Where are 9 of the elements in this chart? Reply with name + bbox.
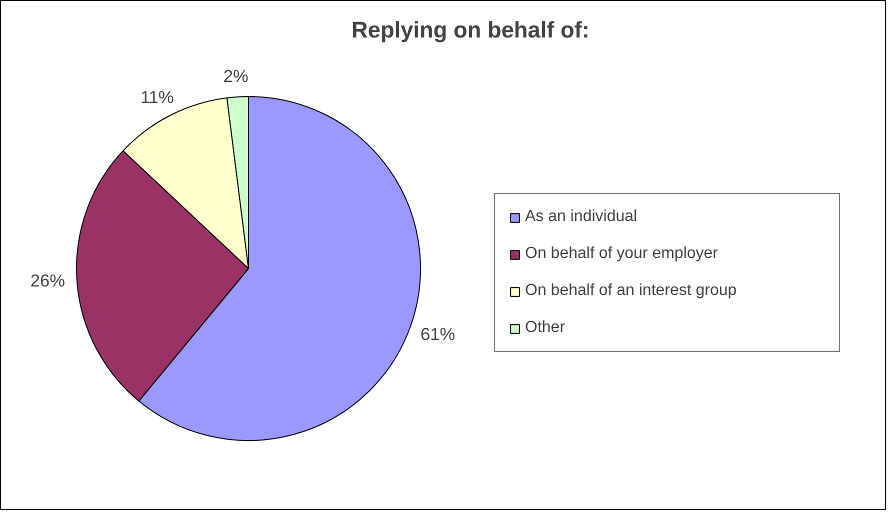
- legend-label: On behalf of your employer: [525, 245, 719, 263]
- legend-label: On behalf of an interest group: [525, 282, 738, 300]
- data-label: 11%: [140, 86, 174, 107]
- legend-label: As an individual: [525, 208, 638, 226]
- chart-title: Replying on behalf of:: [352, 16, 590, 42]
- legend-label: Other: [525, 319, 566, 337]
- data-label: 26%: [30, 270, 66, 291]
- data-label: 61%: [420, 324, 456, 344]
- data-label: 2%: [223, 66, 248, 86]
